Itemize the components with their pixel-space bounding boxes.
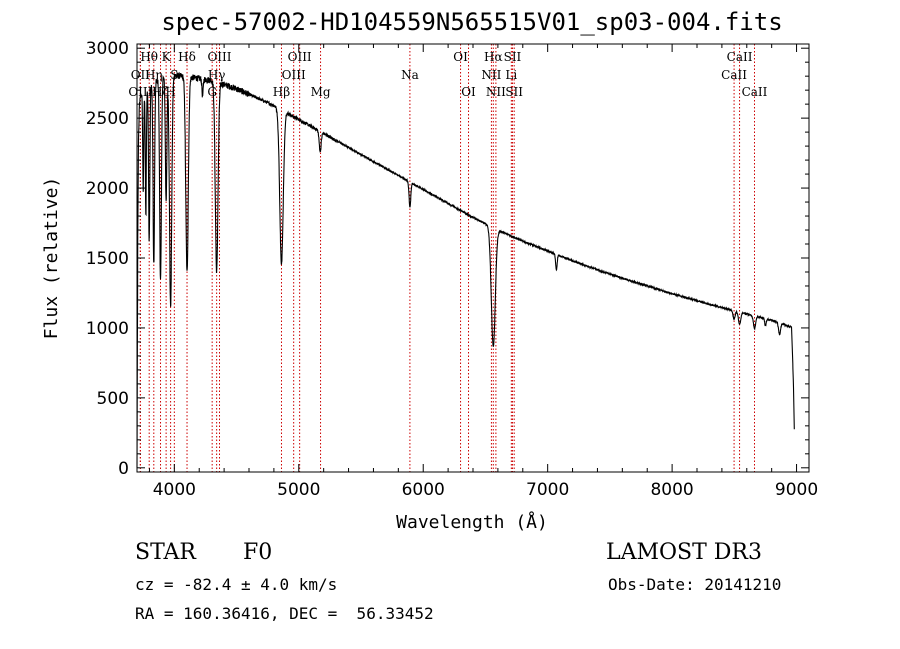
x-tick-label: 9000 [775,480,818,500]
line-marker-label: OIII [207,50,231,64]
plot-frame [136,43,810,473]
y-tick-label: 3000 [86,39,129,59]
x-tick-label: 7000 [526,480,569,500]
line-marker-label: K [162,50,172,64]
line-marker-label: Hγ [208,68,226,82]
y-tick-label: 1500 [86,249,129,269]
y-tick-label: 2000 [86,179,129,199]
y-axis: 0 500 1000 1500 2000 2500 3000 [86,39,809,479]
sky-coordinates: RA = 160.36416, DEC = 56.33452 [135,604,434,623]
line-marker-label: SII [504,50,522,64]
line-marker-label: NII [486,85,506,99]
spectrum-line [136,71,795,468]
line-marker-label: CaII [727,50,753,64]
line-marker-label: OIII [282,68,306,82]
line-marker-label: Hδ [178,50,196,64]
line-marker-label: Hη [145,68,163,82]
observation-date: Obs-Date: 20141210 [608,575,782,594]
line-marker-label: NII [481,68,501,82]
line-marker-label: Mg [311,85,331,99]
y-tick-label: 500 [97,389,129,409]
line-marker-label: H [165,85,175,99]
x-tick-label: 8000 [650,480,693,500]
line-marker-label: OI [461,85,476,99]
object-class: STAR [135,540,196,565]
line-marker-label: G [207,85,217,99]
x-tick-label: 6000 [402,480,445,500]
line-marker-label: CaII [742,85,768,99]
line-marker-label: OI [453,50,468,64]
line-marker-label: Na [401,68,419,82]
spectral-subclass: F0 [243,540,273,565]
line-marker-label: Li [505,68,517,82]
line-marker-label: OII [131,68,151,82]
x-tick-label: 4000 [153,480,196,500]
line-marker-label: Hα [484,50,503,64]
line-marker-group [139,44,755,472]
line-marker-label: Hθ [140,50,158,64]
x-axis-label: Wavelength (Å) [396,511,548,533]
survey-name: LAMOST DR3 [606,540,762,565]
y-tick-label: 1000 [86,319,129,339]
y-axis-label: Flux (relative) [41,177,62,340]
x-tick-label: 5000 [277,480,320,500]
line-marker-label: Hβ [273,85,290,99]
y-tick-label: 0 [118,459,129,479]
line-marker-label: OIII [288,50,312,64]
chart-title: spec-57002-HD104559N565515V01_sp03-004.f… [161,8,782,36]
y-tick-label: 2500 [86,109,129,129]
redshift-velocity: cz = -82.4 ± 4.0 km/s [135,575,338,594]
line-marker-label: CaII [721,68,747,82]
x-axis: 4000 5000 6000 7000 8000 9000 [148,44,818,500]
line-marker-label: SII [505,85,523,99]
